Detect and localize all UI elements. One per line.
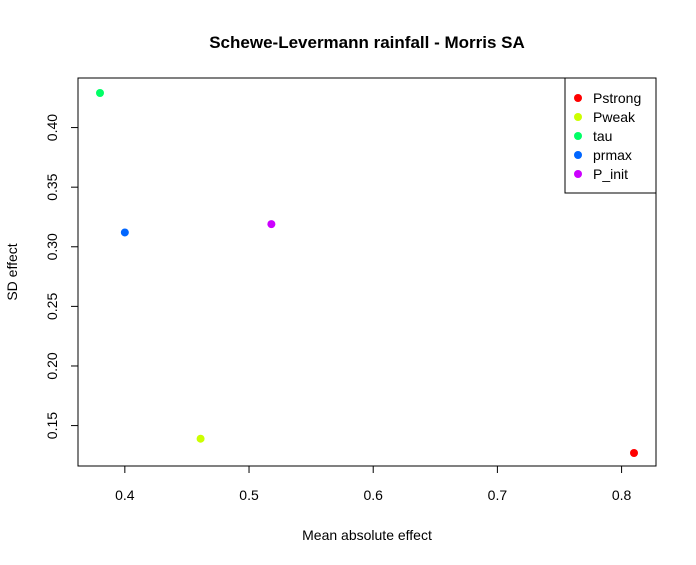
- y-axis: 0.15 0.20 0.25 0.30 0.35 0.40: [44, 114, 79, 439]
- y-tick-label: 0.35: [44, 173, 60, 200]
- x-axis-label: Mean absolute effect: [302, 527, 432, 543]
- x-tick-label: 0.8: [612, 487, 632, 503]
- legend-marker: [574, 170, 582, 178]
- legend-marker: [574, 132, 582, 140]
- x-tick-label: 0.7: [488, 487, 508, 503]
- data-points: [96, 89, 638, 457]
- y-axis-label: SD effect: [4, 243, 20, 300]
- legend-entry: prmax: [593, 147, 632, 163]
- legend-entry: P_init: [593, 166, 628, 182]
- y-tick-label: 0.25: [44, 293, 60, 320]
- data-point-p-init: [267, 220, 276, 229]
- y-tick-label: 0.30: [44, 233, 60, 260]
- data-point-prmax: [120, 228, 129, 237]
- y-tick-label: 0.40: [44, 114, 60, 141]
- x-axis: 0.4 0.5 0.6 0.7 0.8: [115, 465, 632, 503]
- legend-marker: [574, 151, 582, 159]
- legend-entry: Pweak: [593, 109, 636, 125]
- data-point-pweak: [196, 434, 205, 443]
- legend-marker: [574, 113, 582, 121]
- y-tick-label: 0.15: [44, 412, 60, 439]
- chart-title: Schewe-Levermann rainfall - Morris SA: [209, 33, 525, 52]
- data-point-pstrong: [630, 449, 638, 457]
- legend-marker: [574, 94, 582, 102]
- legend-entry: tau: [593, 128, 612, 144]
- x-tick-label: 0.5: [239, 487, 259, 503]
- legend: Pstrong Pweak tau prmax P_init: [564, 77, 657, 194]
- x-tick-label: 0.6: [363, 487, 383, 503]
- x-tick-label: 0.4: [115, 487, 135, 503]
- y-tick-label: 0.20: [44, 352, 60, 379]
- legend-entry: Pstrong: [593, 90, 641, 106]
- data-point-tau: [96, 89, 104, 97]
